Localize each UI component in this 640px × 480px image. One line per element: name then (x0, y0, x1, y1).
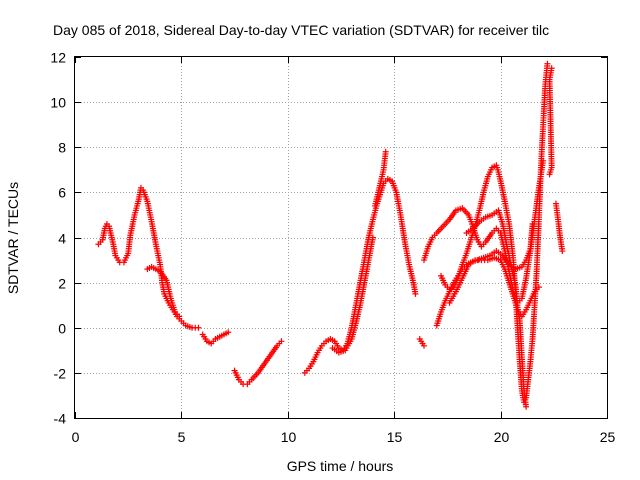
data-point (412, 290, 419, 297)
series-arc-15 (552, 200, 566, 255)
y-tick-label: -4 (54, 411, 67, 427)
x-tick-label: 10 (281, 429, 297, 445)
data-point (195, 324, 202, 331)
data-point (559, 248, 566, 255)
series-arc-13 (463, 207, 530, 410)
data-point (548, 65, 555, 72)
y-tick-label: 0 (58, 321, 66, 337)
data-point (382, 148, 389, 155)
data-point (225, 329, 232, 336)
data-point (369, 234, 376, 241)
series-arc-4 (231, 338, 285, 388)
x-tick-labels: 0 5 10 15 20 25 (72, 429, 616, 445)
series-arc-2 (144, 263, 183, 320)
y-tick-label: 12 (50, 50, 66, 66)
series-arc-7 (372, 148, 389, 209)
data-point (420, 342, 427, 349)
data-point (523, 403, 530, 410)
series-arc-5 (301, 175, 419, 376)
x-axis-label: GPS time / hours (287, 458, 394, 474)
y-tick-label: 8 (58, 140, 66, 156)
x-tick-label: 25 (600, 429, 616, 445)
y-tick-label: 4 (58, 231, 66, 247)
series-arc-6 (329, 234, 376, 356)
y-tick-label: 10 (50, 95, 66, 111)
data-point (176, 313, 183, 320)
data-point (278, 338, 285, 345)
y-axis-label: SDTVAR / TECUs (5, 182, 21, 294)
plot-frame (74, 56, 608, 419)
series-arc-3 (199, 329, 232, 347)
y-tick-label: 6 (58, 185, 66, 201)
chart-title: Day 085 of 2018, Sidereal Day-to-day VTE… (53, 22, 549, 38)
x-tick-label: 5 (178, 429, 186, 445)
y-tick-label: -2 (54, 366, 67, 382)
y-tick-labels: -4 -2 0 2 4 6 8 10 12 (50, 50, 66, 427)
data-point (544, 60, 551, 67)
x-tick-label: 20 (494, 429, 510, 445)
data-points (95, 60, 566, 410)
x-tick-label: 0 (72, 429, 80, 445)
y-tick-label: 2 (58, 276, 66, 292)
series-arc-14 (546, 65, 555, 178)
x-tick-label: 15 (387, 429, 403, 445)
data-point (535, 284, 542, 291)
series-arc-1 (95, 184, 202, 331)
data-point (529, 220, 536, 227)
series-arc-8 (416, 336, 427, 349)
